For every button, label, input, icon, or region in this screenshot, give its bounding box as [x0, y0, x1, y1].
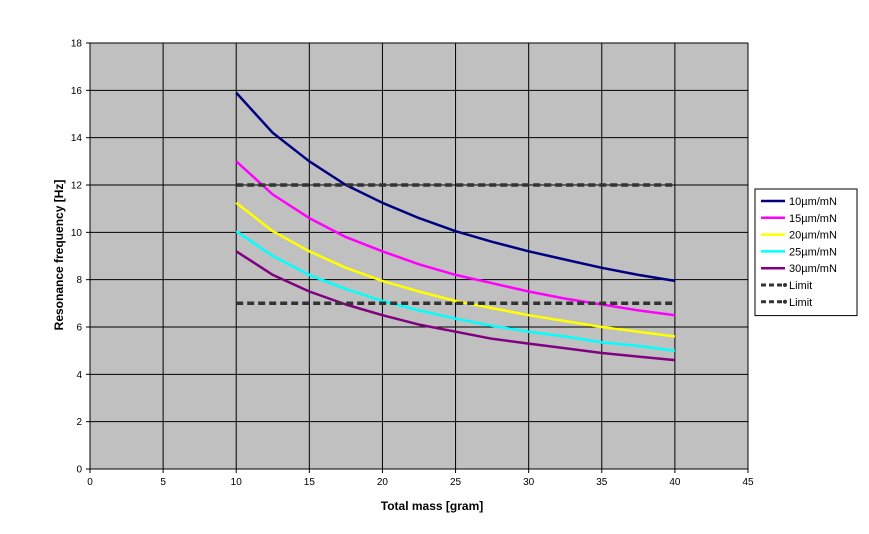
legend-entry-7: Limit: [761, 297, 812, 309]
legend-label: 25µm/mN: [789, 246, 837, 258]
x-tick-label: 0: [87, 477, 93, 488]
y-axis-label: Resonance frequency [Hz]: [52, 180, 66, 331]
y-tick-label: 14: [71, 133, 83, 144]
legend-label: Limit: [789, 297, 812, 309]
legend-label: 15µm/mN: [789, 213, 837, 225]
legend-entry-5: 30µm/mN: [761, 263, 837, 275]
legend-entry-6: Limit: [761, 280, 812, 292]
y-tick-label: 8: [76, 275, 82, 286]
x-tick-label: 20: [377, 477, 389, 488]
y-tick-label: 16: [71, 86, 83, 97]
x-tick-label: 30: [523, 477, 535, 488]
legend-label: 30µm/mN: [789, 263, 837, 275]
series-line-3: [235, 201, 676, 338]
gridlines: [90, 42, 749, 469]
legend-entry-2: 15µm/mN: [761, 213, 837, 225]
axes: 0 2 4 6 8 10 12 14 16 18 0 5 10 15 20 25 30 35 40 45: [71, 39, 754, 489]
x-tick-label: 15: [304, 477, 316, 488]
legend-label: Limit: [789, 280, 812, 292]
legend-marker: [783, 299, 787, 304]
x-tick-label: 45: [742, 477, 754, 488]
y-tick-label: 2: [76, 417, 82, 428]
plot-area: [90, 43, 748, 469]
y-tick-label: 18: [71, 39, 83, 50]
x-tick-label: 10: [231, 477, 243, 488]
legend: 10µm/mN 15µm/mN 20µm/mN 25µm/mN 30µm/mN Limit…: [754, 188, 858, 317]
y-tick-label: 10: [71, 228, 83, 239]
legend-label: 20µm/mN: [789, 230, 837, 242]
y-tick-label: 4: [76, 370, 82, 381]
x-tick-label: 5: [160, 477, 166, 488]
y-tick-label: 12: [71, 181, 83, 192]
series-lines: [235, 91, 676, 362]
x-tick-label: 35: [596, 477, 608, 488]
legend-label: 10µm/mN: [789, 196, 837, 208]
series-line-1: [235, 91, 676, 283]
x-tick-label: 40: [669, 477, 681, 488]
legend-marker: [783, 283, 787, 287]
legend-entry-3: 20µm/mN: [761, 230, 837, 242]
x-axis-label: Total mass [gram]: [381, 499, 483, 513]
y-tick-label: 0: [76, 465, 82, 476]
legend-entry-4: 25µm/mN: [761, 246, 837, 258]
series-line-4: [235, 230, 676, 352]
x-tick-label: 25: [450, 477, 462, 488]
series-line-5: [235, 250, 676, 362]
plot-background-layer: [90, 43, 748, 469]
y-tick-label: 6: [76, 323, 82, 334]
legend-entry-1: 10µm/mN: [761, 196, 837, 208]
